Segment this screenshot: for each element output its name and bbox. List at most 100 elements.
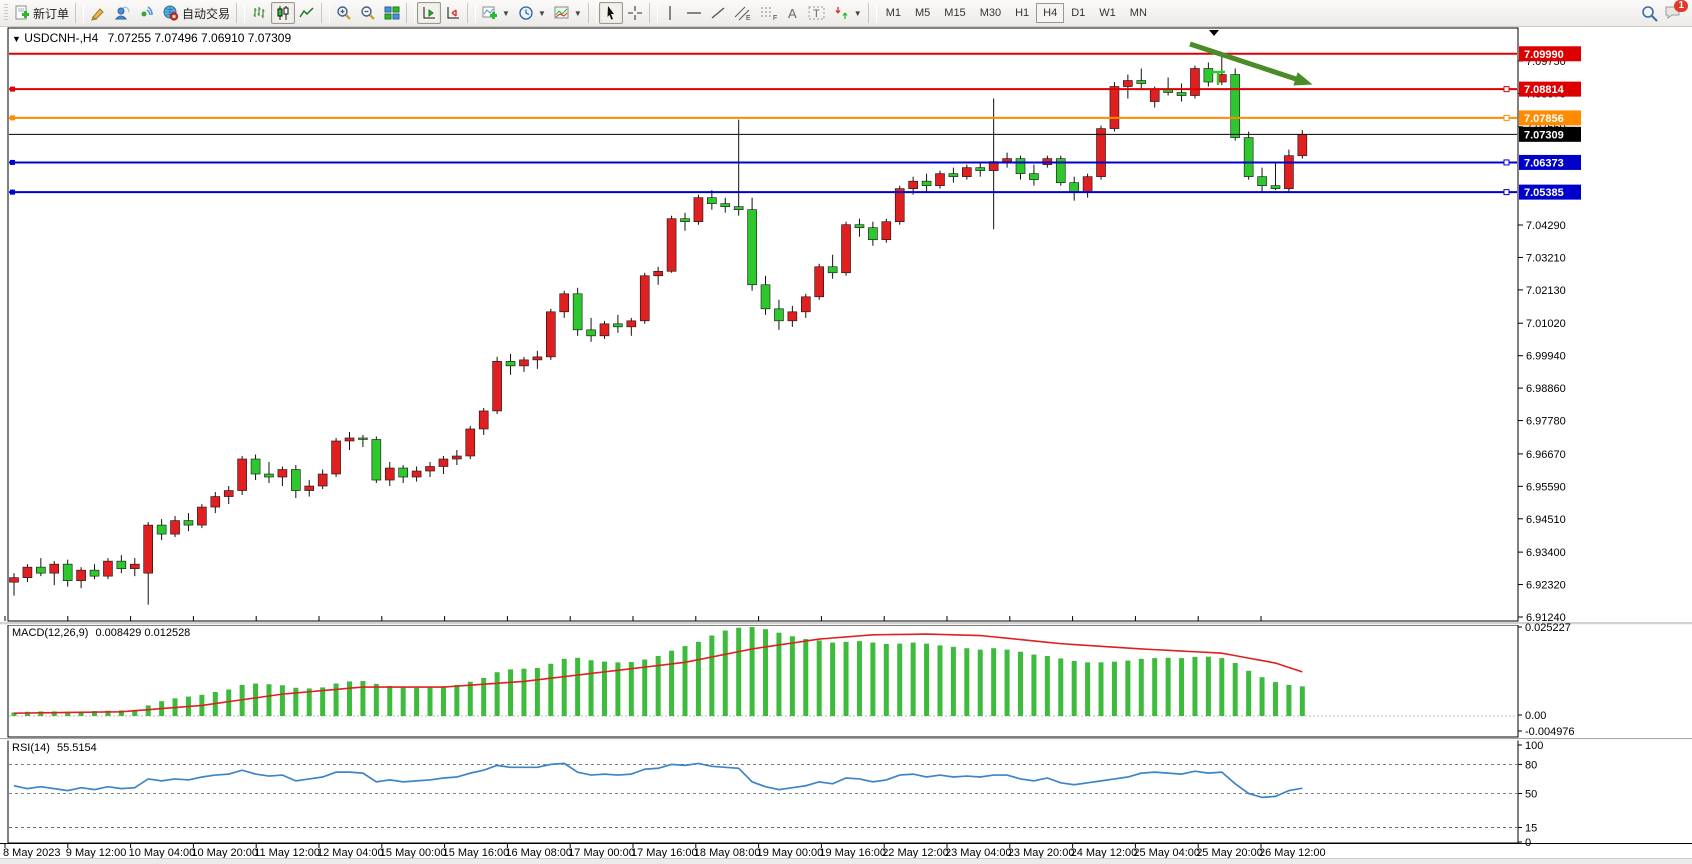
time-tick-label: 17 May 16:00: [631, 847, 698, 858]
svg-text:T: T: [813, 8, 820, 20]
rsi-line: [13, 762, 1303, 799]
line-handle[interactable]: [10, 86, 15, 92]
zoom-in-icon: [337, 6, 351, 20]
search-icon[interactable]: [1641, 5, 1658, 22]
timeframe-m1-button[interactable]: M1: [885, 7, 901, 19]
price-badge-label: 7.09990: [1524, 49, 1564, 61]
trend-arrow-head: [1293, 72, 1313, 86]
chart-dropdown-icon[interactable]: ▼: [12, 34, 21, 44]
trendline-button[interactable]: [706, 2, 730, 24]
macd-panel: 0.025227 0.00 -0.004976: [9, 622, 1575, 738]
zoom-in-button[interactable]: [332, 2, 356, 24]
timeframe-w1-button[interactable]: W1: [1099, 7, 1116, 19]
time-tick-label: 9 May 12:00: [66, 847, 127, 858]
rsi-indicator-label: RSI(14) 55.5154: [12, 742, 97, 754]
toolbar-separator: [406, 3, 416, 23]
price-badges: 7.09990 7.08814 7.07856 7.07309 7.06373 7.053…: [1519, 46, 1581, 200]
line-handle[interactable]: [10, 159, 15, 165]
horizontal-line-icon: [686, 12, 701, 14]
price-tick-label: 6.91240: [1526, 612, 1566, 624]
crayon-button[interactable]: [86, 2, 110, 24]
bar-chart-button[interactable]: [247, 2, 271, 24]
rsi-axis-label: 15: [1525, 822, 1537, 834]
horizontal-line-button[interactable]: [682, 2, 706, 24]
dropdown-arrow-icon: ▼: [537, 8, 546, 18]
time-tick-label: 23 May 20:00: [1008, 847, 1075, 858]
time-tick-label: 17 May 00:00: [568, 847, 635, 858]
rsi-current-value: 55.5154: [56, 742, 97, 754]
time-tick-label: 22 May 12:00: [882, 847, 949, 858]
line-chart-button[interactable]: [295, 2, 319, 24]
chart-window[interactable]: 7.097507.086707.075607.042907.032107.021…: [0, 27, 1692, 859]
timeframe-d1-button[interactable]: D1: [1071, 7, 1086, 19]
indicators-button[interactable]: ▼: [478, 2, 514, 24]
chart-panels: [0, 27, 1692, 844]
line-handle[interactable]: [1503, 114, 1510, 121]
chart-canvas[interactable]: 7.097507.086707.075607.042907.032107.021…: [0, 27, 1692, 859]
line-handle[interactable]: [10, 189, 15, 195]
cursor-button[interactable]: [598, 2, 623, 24]
timeframe-h1-button[interactable]: H1: [1015, 7, 1030, 19]
time-tick-label: 10 May 20:00: [191, 847, 258, 858]
crosshair-icon: [627, 6, 642, 20]
vertical-line-button[interactable]: [660, 2, 682, 24]
periods-button[interactable]: ▼: [514, 2, 550, 24]
macd-axis-label: 0.00: [1525, 710, 1546, 722]
price-badge-label: 7.08814: [1524, 84, 1565, 96]
periods-clock-icon: [519, 6, 533, 20]
dropdown-arrow-icon: ▼: [502, 8, 510, 18]
sell-t-marker[interactable]: [1211, 70, 1225, 85]
fibonacci-icon: F: [760, 7, 777, 21]
text-label-button[interactable]: T: [804, 2, 830, 24]
fibonacci-button[interactable]: F: [756, 2, 782, 24]
tile-windows-button[interactable]: [380, 2, 404, 24]
mql-community-button[interactable]: [110, 2, 134, 24]
svg-text:A: A: [788, 6, 797, 21]
trend-arrow[interactable]: [1189, 41, 1306, 85]
timeframe-mn-button[interactable]: MN: [1129, 7, 1147, 19]
notifications-button[interactable]: 1: [1664, 0, 1688, 23]
price-tick-label: 6.95590: [1526, 481, 1566, 493]
timeframe-h4-button[interactable]: H4: [1036, 3, 1065, 23]
line-handle[interactable]: [1503, 159, 1510, 166]
equidistant-channel-icon: E: [734, 6, 751, 21]
candlestick-chart-button[interactable]: [271, 2, 296, 24]
price-tick-label: 7.01020: [1526, 318, 1566, 330]
crosshair-button[interactable]: [623, 2, 647, 24]
autotrading-icon: [163, 5, 179, 21]
timeframe-m5-button[interactable]: M5: [915, 7, 931, 19]
toolbar-separator: [648, 3, 658, 23]
time-tick-label: 18 May 08:00: [694, 847, 761, 858]
line-handle[interactable]: [10, 115, 15, 121]
time-tick-label: 23 May 04:00: [945, 847, 1012, 858]
new-order-button[interactable]: 新订单: [10, 2, 73, 24]
toolbar-grip: [4, 4, 8, 22]
line-chart-icon: [299, 7, 314, 18]
line-handle[interactable]: [1503, 86, 1510, 93]
chart-annotations[interactable]: [1189, 30, 1313, 86]
timeframe-toolbar: M1 M5 M15 M30 H1 H4 D1 W1 MN: [879, 3, 1154, 23]
line-handle[interactable]: [1503, 189, 1510, 196]
candlestick-chart-icon: [277, 6, 289, 20]
mql-community-icon: [114, 6, 130, 20]
vertical-line-icon: [669, 6, 671, 20]
timeframe-m15-button[interactable]: M15: [944, 7, 966, 19]
chart-ohlc-values: 7.07255 7.07496 7.06910 7.07309: [107, 31, 292, 45]
horizontal-price-lines[interactable]: [9, 52, 1517, 196]
text-label-icon: T: [808, 6, 825, 20]
autotrading-button[interactable]: 自动交易: [158, 2, 234, 24]
auto-scroll-button[interactable]: [417, 2, 442, 24]
main-toolbar: 新订单: [0, 0, 1692, 27]
text-button[interactable]: A: [782, 2, 804, 24]
templates-button[interactable]: ▼: [550, 2, 586, 24]
equidistant-channel-button[interactable]: E: [730, 2, 756, 24]
time-tick-label: 8 May 2023: [3, 847, 60, 858]
arrows-button[interactable]: ▼: [830, 2, 866, 24]
chart-shift-button[interactable]: [441, 2, 465, 24]
tile-windows-icon: [384, 6, 400, 20]
timeframe-m30-button[interactable]: M30: [979, 7, 1002, 19]
zoom-out-button[interactable]: [356, 2, 380, 24]
rsi-panel: 100 80 50 15 0: [9, 740, 1543, 849]
signals-button[interactable]: [134, 2, 158, 24]
